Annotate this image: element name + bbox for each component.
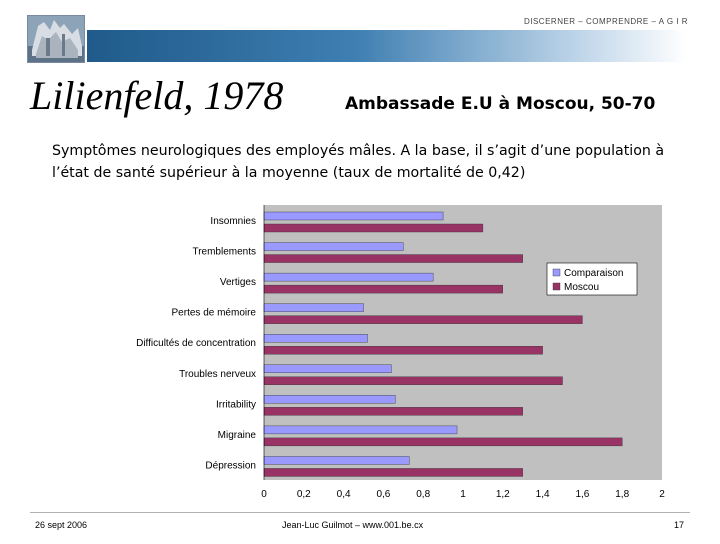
bar-comparaison-2 (263, 242, 404, 251)
bar-comparaison-4 (263, 303, 364, 312)
bar-comparaison-7 (263, 395, 396, 404)
legend-swatch-moscou (552, 282, 561, 291)
category-label: Tremblements (192, 247, 256, 258)
bar-comparaison-9 (263, 456, 410, 465)
bar-moscou-4 (263, 315, 583, 324)
page-subtitle: Ambassade E.U à Moscou, 50-70 (345, 94, 656, 114)
category-label: Difficultés de concentration (136, 338, 256, 349)
description-text: Symptômes neurologiques des employés mâl… (52, 143, 665, 181)
x-tick-label: 0,8 (416, 489, 430, 500)
header-bar (87, 30, 687, 62)
bar-moscou-2 (263, 254, 523, 263)
bar-moscou-5 (263, 346, 543, 355)
bar-moscou-9 (263, 468, 523, 477)
x-tick-label: 1,2 (496, 489, 510, 500)
x-tick-label: 1 (460, 489, 466, 500)
x-tick-label: 1,6 (575, 489, 589, 500)
plot-background (264, 205, 662, 480)
footer-author: Jean-Luc Guilmot – www.001.be.cx (282, 520, 424, 530)
bar-comparaison-3 (263, 272, 434, 282)
footer-divider (30, 512, 690, 513)
x-tick-label: 0,4 (337, 489, 351, 500)
tagline: DISCERNER – COMPRENDRE – A G I R (523, 17, 688, 26)
legend-box (546, 262, 638, 296)
x-tick-label: 1,8 (615, 489, 629, 500)
x-tick-label: 2 (659, 489, 665, 500)
x-tick-label: 0,6 (376, 489, 390, 500)
category-label: Dépression (205, 460, 256, 471)
legend-label-moscou: Moscou (564, 282, 599, 293)
category-label: Irritability (216, 399, 256, 410)
bar-moscou-8 (263, 437, 623, 447)
bar-moscou-6 (263, 376, 563, 385)
bar-moscou-1 (263, 223, 484, 233)
x-tick-label: 1,4 (536, 489, 550, 500)
category-label: Pertes de mémoire (172, 308, 257, 319)
bar-comparaison-6 (263, 364, 392, 373)
bar-comparaison-1 (263, 211, 444, 221)
x-tick-label: 0,2 (297, 489, 311, 500)
category-label: Insomnies (210, 216, 256, 227)
bar-moscou-3 (263, 284, 504, 294)
bar-comparaison-5 (263, 334, 368, 343)
category-label: Troubles nerveux (179, 369, 256, 380)
bar-comparaison-8 (263, 425, 458, 435)
footer-page-number: 17 (674, 520, 685, 530)
footer-date: 26 sept 2006 (35, 520, 88, 530)
page-title: Lilienfeld, 1978 (30, 73, 284, 118)
category-label: Migraine (218, 430, 257, 441)
bar-moscou-7 (263, 407, 523, 416)
legend-label-comparaison: Comparaison (564, 268, 623, 279)
logo-image (27, 15, 85, 63)
x-tick-label: 0 (261, 489, 267, 500)
legend-swatch-comparaison (552, 268, 561, 277)
category-label: Vertiges (220, 277, 256, 288)
